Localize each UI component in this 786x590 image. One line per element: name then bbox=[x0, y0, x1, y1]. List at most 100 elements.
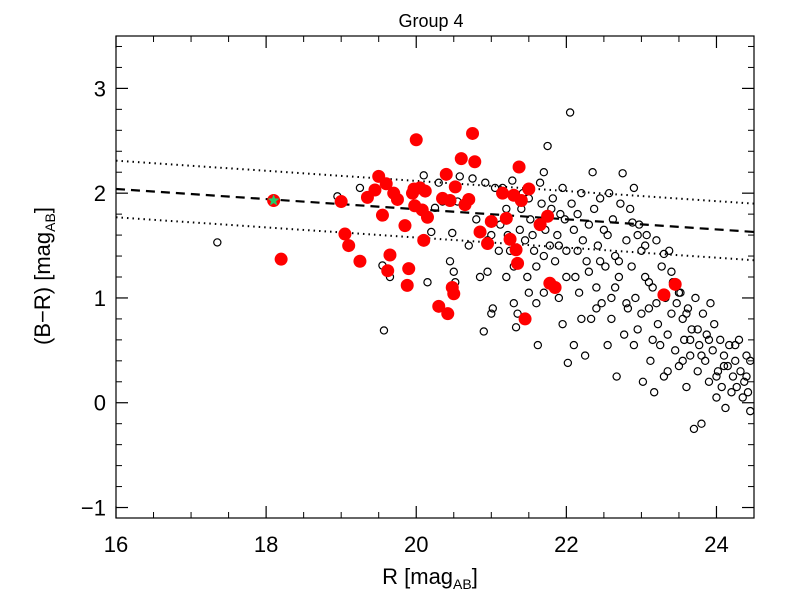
field-galaxy-point bbox=[670, 346, 680, 355]
field-galaxy-point bbox=[595, 194, 605, 203]
member-galaxy-point bbox=[400, 278, 414, 292]
x-axis-label-end: ] bbox=[472, 564, 478, 589]
field-galaxy-point bbox=[494, 246, 503, 256]
field-galaxy-point bbox=[721, 403, 730, 413]
field-galaxy-point bbox=[629, 340, 639, 350]
field-galaxy-point bbox=[704, 335, 714, 345]
field-galaxy-point bbox=[550, 257, 560, 266]
field-galaxy-point bbox=[712, 372, 721, 381]
member-galaxy-point bbox=[441, 307, 455, 321]
field-galaxy-point bbox=[213, 238, 222, 247]
field-galaxy-point bbox=[584, 267, 594, 276]
y-tick-label: 0 bbox=[94, 391, 106, 416]
field-galaxy-point bbox=[558, 183, 567, 193]
x-tick-label: 22 bbox=[554, 532, 578, 557]
member-galaxy-point bbox=[420, 210, 434, 224]
member-galaxy-point bbox=[541, 209, 555, 223]
field-galaxy-point bbox=[580, 351, 590, 360]
member-galaxy-point bbox=[503, 232, 517, 246]
field-galaxy-point bbox=[560, 215, 570, 224]
member-galaxy-point bbox=[522, 182, 536, 196]
field-galaxy-point bbox=[618, 169, 627, 178]
field-galaxy-point bbox=[716, 335, 725, 345]
field-galaxy-point bbox=[631, 293, 640, 303]
field-galaxy-point bbox=[640, 241, 650, 250]
field-galaxy-point bbox=[640, 272, 650, 282]
field-galaxy-point bbox=[556, 209, 565, 219]
field-galaxy-point bbox=[455, 172, 464, 181]
field-galaxy-point bbox=[637, 246, 646, 256]
field-galaxy-point bbox=[693, 325, 702, 334]
field-galaxy-point bbox=[607, 314, 616, 324]
field-galaxy-point bbox=[528, 230, 537, 240]
field-galaxy-point bbox=[686, 335, 695, 345]
field-galaxy-point bbox=[592, 304, 601, 313]
field-galaxy-point bbox=[543, 141, 552, 151]
field-galaxy-point bbox=[520, 236, 530, 245]
field-galaxy-point bbox=[633, 325, 642, 334]
field-galaxy-point bbox=[571, 272, 580, 282]
field-galaxy-point bbox=[742, 351, 751, 360]
field-galaxy-point bbox=[445, 257, 455, 266]
field-galaxy-point bbox=[563, 358, 573, 368]
member-galaxy-point bbox=[514, 194, 528, 208]
member-galaxy-point bbox=[481, 236, 495, 250]
field-galaxy-point bbox=[526, 215, 535, 224]
x-tick-label: 16 bbox=[104, 532, 128, 557]
field-galaxy-point bbox=[742, 372, 751, 381]
field-galaxy-point bbox=[614, 272, 624, 282]
field-galaxy-point bbox=[603, 230, 612, 240]
member-galaxy-point bbox=[533, 218, 547, 232]
field-galaxy-point bbox=[732, 382, 741, 392]
member-galaxy-point bbox=[368, 183, 382, 197]
field-galaxy-point bbox=[607, 293, 616, 303]
member-galaxy-point bbox=[518, 312, 532, 326]
field-galaxy-point bbox=[508, 176, 517, 185]
y-tick-label: −1 bbox=[81, 496, 106, 521]
field-galaxy-point bbox=[513, 309, 522, 318]
field-galaxy-point bbox=[423, 278, 432, 287]
field-galaxy-point bbox=[646, 356, 655, 366]
red-sequence-lower-line bbox=[115, 216, 755, 262]
field-galaxy-point bbox=[379, 326, 389, 335]
field-galaxy-point bbox=[625, 204, 635, 214]
field-galaxy-point bbox=[464, 241, 473, 250]
x-tick-labels: 16 18 20 22 24 bbox=[104, 532, 729, 557]
member-galaxy-point bbox=[484, 214, 498, 228]
field-galaxy-point bbox=[628, 218, 637, 227]
member-galaxy-point bbox=[468, 155, 482, 169]
field-galaxy-point bbox=[693, 367, 702, 376]
field-galaxy-point bbox=[511, 323, 521, 332]
field-galaxy-point bbox=[612, 372, 621, 381]
field-galaxy-point bbox=[599, 225, 609, 235]
field-galaxy-point bbox=[717, 382, 726, 392]
field-galaxy-point bbox=[710, 319, 719, 329]
y-tick-label: 2 bbox=[94, 181, 106, 206]
member-galaxy-point bbox=[409, 133, 423, 147]
field-galaxy-point bbox=[592, 283, 601, 292]
field-galaxy-point bbox=[610, 251, 620, 261]
field-galaxy-point bbox=[578, 236, 588, 245]
field-galaxy-point bbox=[537, 199, 546, 208]
member-galaxy-point bbox=[448, 180, 462, 194]
field-galaxy-point bbox=[743, 388, 753, 397]
field-galaxy-point bbox=[655, 340, 665, 350]
field-galaxy-point bbox=[701, 356, 710, 366]
field-galaxy-point bbox=[597, 298, 606, 308]
y-axis-label-subscript: AB bbox=[42, 213, 58, 232]
field-galaxy-point bbox=[554, 241, 564, 250]
y-axis-label: (B−R) [magAB] bbox=[30, 207, 58, 345]
field-galaxy-point bbox=[586, 314, 596, 324]
field-galaxy-point bbox=[481, 178, 490, 187]
field-galaxy-point bbox=[610, 283, 620, 292]
field-galaxy-point bbox=[667, 267, 676, 276]
field-galaxy-point bbox=[691, 293, 700, 303]
field-galaxy-point bbox=[608, 215, 618, 224]
field-galaxy-point bbox=[648, 283, 657, 292]
field-galaxy-point bbox=[535, 178, 545, 187]
field-galaxy-point bbox=[689, 424, 699, 434]
field-galaxy-point bbox=[553, 230, 562, 240]
field-galaxy-point bbox=[614, 257, 624, 266]
field-galaxy-point bbox=[731, 356, 740, 366]
member-galaxy-point bbox=[418, 184, 432, 198]
